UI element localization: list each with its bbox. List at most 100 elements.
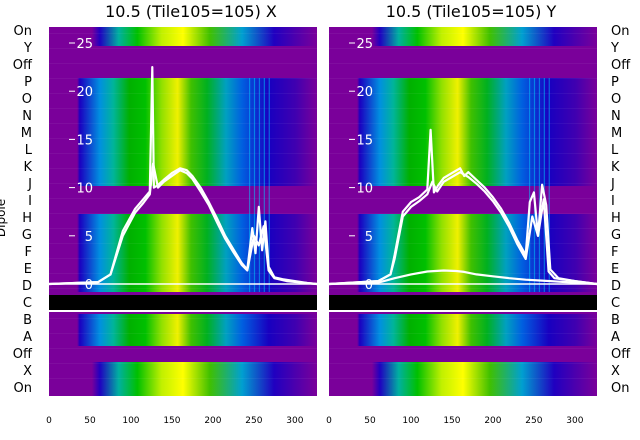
panel-x-stripe xyxy=(49,138,317,139)
row-label-left: J xyxy=(27,177,32,192)
y-tick-label: 0 xyxy=(85,278,93,293)
panel-x-stripe xyxy=(49,123,317,124)
row-label-left: P xyxy=(24,75,32,90)
panel-x-stripe xyxy=(49,333,317,334)
panel-x-stripe xyxy=(49,183,317,184)
y-tick-label: 25 xyxy=(356,37,373,52)
panel-y-stripe xyxy=(329,78,597,79)
row-label-right: D xyxy=(611,279,621,294)
y-axis-label: Dipole xyxy=(0,199,8,237)
row-label-right: P xyxy=(611,75,619,90)
x-tick-label: 0 xyxy=(46,416,52,426)
panel-y-stripe xyxy=(329,198,597,199)
panel-y-stripe xyxy=(329,333,597,334)
panel-x: 10.5 (Tile105=105) X 0 50 100 150 200 250 300 0 5… xyxy=(46,2,318,426)
row-label-right: C xyxy=(611,296,620,311)
panel-x-vline xyxy=(253,78,256,292)
panel-x-stripe xyxy=(49,273,317,274)
panel-x-stripe xyxy=(49,153,317,154)
row-label-right: X xyxy=(611,364,620,379)
row-label-left: G xyxy=(22,228,32,243)
panel-y-stripe xyxy=(329,348,597,349)
panel-x-stripe xyxy=(49,63,317,64)
panel-x-band-0 xyxy=(49,27,317,46)
panel-y-separator xyxy=(329,295,597,310)
row-label-left: O xyxy=(22,92,32,107)
panel-y-band-0 xyxy=(329,27,597,46)
panel-y-vline xyxy=(533,78,536,292)
panel-y-stripe xyxy=(329,228,597,229)
row-label-left: B xyxy=(23,313,32,328)
panel-y-stripe xyxy=(329,168,597,169)
panel-x-stripe xyxy=(49,378,317,379)
panel-y-stripe xyxy=(329,153,597,154)
row-label-right: L xyxy=(611,143,619,158)
panel-x-vline xyxy=(248,78,251,292)
series-line-4 xyxy=(328,269,598,286)
panel-y-stripe xyxy=(329,123,597,124)
row-label-right: I xyxy=(611,194,615,209)
panel-y-stripe xyxy=(329,108,597,109)
x-tick-label: 150 xyxy=(163,416,180,426)
y-tick-label: 5 xyxy=(85,230,93,245)
row-label-left: I xyxy=(28,194,32,209)
row-label-left: Off xyxy=(13,347,33,362)
panel-y-stripe xyxy=(329,258,597,259)
row-label-left: On xyxy=(14,24,32,39)
panel-x-band-2 xyxy=(49,214,317,292)
x-tick-label: 50 xyxy=(84,416,96,426)
y-tick-label: 15 xyxy=(356,133,373,148)
x-tick-label: 100 xyxy=(402,416,419,426)
panel-x-stripe xyxy=(49,93,317,94)
y-tick-label: 20 xyxy=(356,85,373,100)
panel-x-stripe xyxy=(49,198,317,199)
y-tick-label: 10 xyxy=(356,182,373,197)
row-label-right: E xyxy=(611,262,619,277)
panel-y-stripe xyxy=(329,93,597,94)
row-label-right: Off xyxy=(611,58,631,73)
row-label-right: On xyxy=(611,381,629,396)
panel-x-band-3 xyxy=(49,314,317,346)
x-tick-label: 300 xyxy=(286,416,303,426)
x-tick-label: 250 xyxy=(245,416,262,426)
panel-y-stripe xyxy=(329,138,597,139)
row-label-right: H xyxy=(611,211,621,226)
panel-y-stripe xyxy=(329,378,597,379)
panel-y-stripe xyxy=(329,213,597,214)
panel-x-vline xyxy=(268,78,270,292)
row-label-left: X xyxy=(23,364,32,379)
row-label-left: K xyxy=(23,160,32,175)
row-label-left: Y xyxy=(23,41,32,56)
row-label-left: Off xyxy=(13,58,33,73)
panel-y: 10.5 (Tile105=105) Y 0 50 100 150 200 250 300 0 5… xyxy=(326,2,598,426)
row-label-right: On xyxy=(611,24,629,39)
x-tick-label: 200 xyxy=(484,416,501,426)
panel-x-stripe xyxy=(49,318,317,319)
panel-y-stripe xyxy=(329,48,597,49)
panel-x-stripe xyxy=(49,108,317,109)
panel-x-stripe xyxy=(49,228,317,229)
x-tick-label: 300 xyxy=(566,416,583,426)
panel-y-vline xyxy=(543,78,545,292)
x-tick-label: 200 xyxy=(204,416,221,426)
panel-y-stripe xyxy=(329,63,597,64)
panel-y-band-4 xyxy=(329,362,597,396)
panel-x-stripe xyxy=(49,33,317,34)
row-label-left: L xyxy=(25,143,33,158)
row-label-right: K xyxy=(611,160,620,175)
y-tick-label: 20 xyxy=(76,85,93,100)
row-label-right: N xyxy=(611,109,621,124)
y-tick-label: 15 xyxy=(76,133,93,148)
panel-y-title: 10.5 (Tile105=105) Y xyxy=(386,2,557,21)
panel-x-title: 10.5 (Tile105=105) X xyxy=(105,2,277,21)
x-tick-label: 150 xyxy=(443,416,460,426)
row-label-left: A xyxy=(23,330,32,345)
panel-y-separator-line xyxy=(329,310,597,312)
panel-x-stripe xyxy=(49,288,317,289)
panel-x-separator xyxy=(49,295,317,310)
y-tick-label: 25 xyxy=(76,37,93,52)
x-tick-label: 250 xyxy=(525,416,542,426)
panel-x-stripe xyxy=(49,243,317,244)
panel-x-separator-line xyxy=(49,310,317,312)
